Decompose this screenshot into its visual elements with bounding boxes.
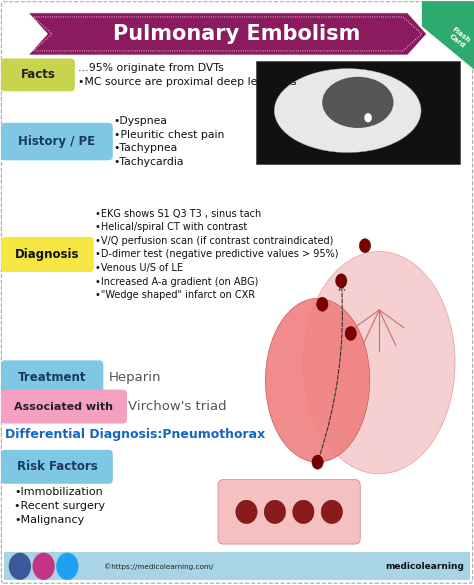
- Text: Pulmonary Embolism: Pulmonary Embolism: [113, 24, 361, 44]
- Ellipse shape: [274, 68, 421, 153]
- Circle shape: [9, 553, 30, 579]
- FancyBboxPatch shape: [1, 123, 113, 160]
- FancyBboxPatch shape: [4, 552, 470, 580]
- Text: Associated with: Associated with: [15, 401, 113, 412]
- Text: History / PE: History / PE: [18, 135, 95, 148]
- Text: medicolearning: medicolearning: [386, 562, 465, 571]
- Text: Virchow's triad: Virchow's triad: [128, 400, 227, 413]
- Text: Flash
Card: Flash Card: [447, 26, 471, 50]
- Circle shape: [317, 297, 328, 311]
- Text: ©https://medicolearning.com/: ©https://medicolearning.com/: [104, 563, 214, 570]
- Text: •Dyspnea
•Pleuritic chest pain
•Tachypnea
•Tachycardia: •Dyspnea •Pleuritic chest pain •Tachypne…: [114, 116, 224, 167]
- Ellipse shape: [236, 500, 257, 524]
- Text: •Immobilization
•Recent surgery
•Malignancy: •Immobilization •Recent surgery •Maligna…: [14, 487, 105, 525]
- Ellipse shape: [321, 500, 342, 524]
- Ellipse shape: [264, 500, 285, 524]
- Ellipse shape: [303, 252, 455, 474]
- Ellipse shape: [322, 77, 393, 128]
- Text: Differential Diagnosis:Pneumothorax: Differential Diagnosis:Pneumothorax: [5, 428, 265, 441]
- Text: Facts: Facts: [20, 68, 55, 81]
- Circle shape: [33, 553, 54, 579]
- FancyBboxPatch shape: [1, 58, 75, 91]
- Polygon shape: [422, 1, 474, 70]
- Circle shape: [359, 239, 371, 253]
- Text: …95% originate from DVTs
•MC source are proximal deep leg veins: …95% originate from DVTs •MC source are …: [78, 63, 297, 87]
- FancyBboxPatch shape: [1, 390, 127, 424]
- FancyBboxPatch shape: [1, 360, 103, 394]
- FancyBboxPatch shape: [218, 480, 360, 544]
- Ellipse shape: [292, 500, 314, 524]
- Circle shape: [57, 553, 78, 579]
- Ellipse shape: [265, 298, 370, 462]
- FancyBboxPatch shape: [1, 237, 94, 272]
- Circle shape: [345, 326, 356, 340]
- FancyBboxPatch shape: [256, 61, 460, 164]
- Text: •EKG shows S1 Q3 T3 , sinus tach
•Helical/spiral CT with contrast
•V/Q perfusion: •EKG shows S1 Q3 T3 , sinus tach •Helica…: [95, 209, 338, 300]
- Circle shape: [364, 113, 372, 122]
- Text: Treatment: Treatment: [18, 371, 86, 384]
- Circle shape: [312, 455, 323, 469]
- Text: Diagnosis: Diagnosis: [15, 248, 80, 261]
- Polygon shape: [28, 13, 427, 55]
- Text: Heparin: Heparin: [109, 371, 162, 384]
- FancyBboxPatch shape: [1, 450, 113, 484]
- Circle shape: [336, 274, 347, 288]
- Text: Risk Factors: Risk Factors: [17, 460, 97, 473]
